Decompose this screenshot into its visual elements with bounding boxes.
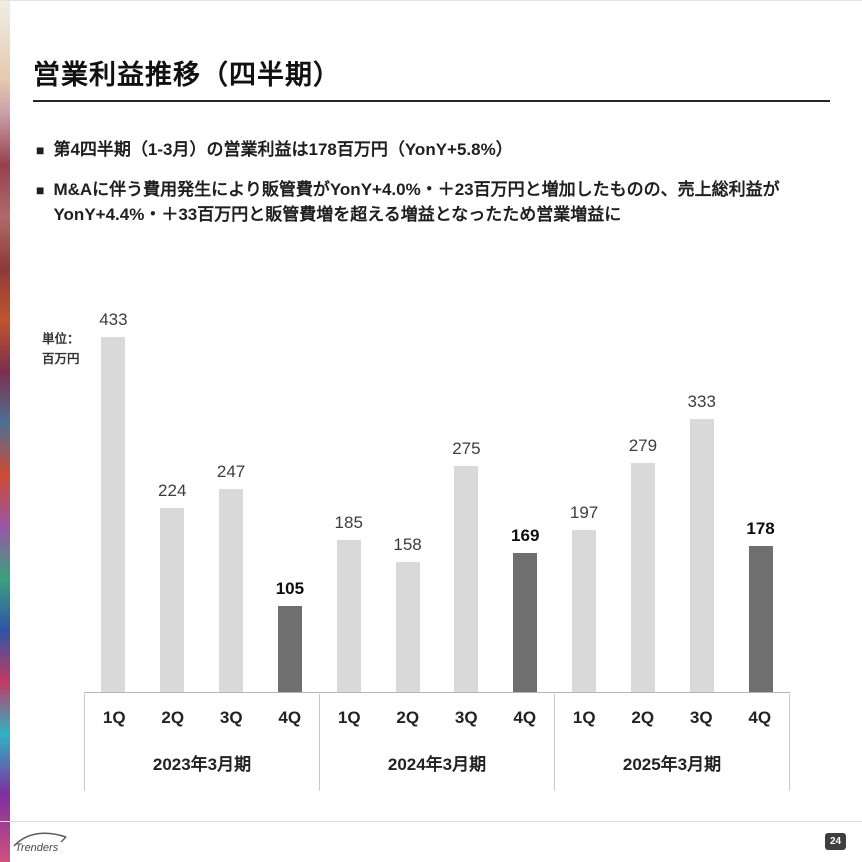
- bar-value-label: 333: [687, 392, 716, 411]
- bullet-item: ■ 第4四半期（1-3月）の営業利益は178百万円（YonY+5.8%）: [36, 137, 832, 162]
- trenders-logo: Trenders: [13, 832, 67, 854]
- bar-group: 197 279 333 178: [555, 283, 790, 692]
- bar-value-label: 169: [511, 526, 540, 545]
- bar: [160, 508, 185, 692]
- bar: [748, 546, 773, 692]
- bar-value-label: 158: [393, 535, 422, 554]
- bar: [630, 463, 655, 692]
- bar: [219, 489, 244, 692]
- chart-axis: 1Q 2Q 3Q 4Q 2023年3月期 1Q 2Q 3Q 4Q 2024年3月期 1Q 2Q 3Q 4Q…: [84, 694, 790, 791]
- bar-cell: 105: [260, 283, 319, 692]
- quarter-label: 3Q: [454, 708, 478, 727]
- year-label: 2024年3月期: [387, 755, 487, 774]
- bar-value-label: 279: [628, 436, 658, 455]
- year-label: 2025年3月期: [622, 755, 722, 774]
- bar-cell: 279: [613, 283, 672, 692]
- footer-divider: [0, 821, 862, 822]
- axis-quarter-row: 1Q 2Q 3Q 4Q: [555, 694, 789, 742]
- bar-cell: 169: [496, 283, 555, 692]
- bar: [689, 419, 714, 692]
- bar: [572, 530, 597, 692]
- quarter-label: 1Q: [572, 708, 596, 727]
- quarter-label: 4Q: [748, 708, 772, 727]
- axis-group: 1Q 2Q 3Q 4Q 2024年3月期: [320, 694, 555, 791]
- bar-value-label: 224: [158, 481, 187, 500]
- page-title: 営業利益推移（四半期）: [33, 60, 341, 90]
- quarter-label: 2Q: [631, 708, 655, 727]
- bar-value-label: 185: [334, 513, 363, 532]
- bullet-item: ■ M&Aに伴う費用発生により販管費がYonY+4.0%・＋23百万円と増加した…: [36, 177, 832, 227]
- bullet-marker-icon: ■: [36, 182, 45, 199]
- bar-value-label: 247: [216, 462, 246, 481]
- bar-cell: 275: [437, 283, 496, 692]
- quarter-label: 1Q: [337, 708, 361, 727]
- page-number-badge: 24: [825, 833, 846, 850]
- bullet-text: 第4四半期（1-3月）の営業利益は178百万円（YonY+5.8%）: [53, 140, 513, 159]
- bar: [395, 562, 420, 692]
- axis-quarter-row: 1Q 2Q 3Q 4Q: [320, 694, 554, 742]
- bar-value-label: 275: [452, 439, 481, 458]
- quarter-label: 3Q: [689, 708, 713, 727]
- bar-cell: 433: [84, 283, 143, 692]
- bar-group: 185 158 275 169: [319, 283, 554, 692]
- bar: [513, 553, 538, 692]
- quarter-label: 1Q: [102, 708, 126, 727]
- bar-cell: 247: [202, 283, 261, 692]
- bar-value-label: 433: [99, 310, 128, 329]
- bar-cell: 158: [378, 283, 437, 692]
- bullet-marker-icon: ■: [36, 142, 45, 158]
- chart-plot: 433 224 247 105 185 158 275 169 197 279 333 178: [84, 283, 790, 693]
- bar-cell: 224: [143, 283, 202, 692]
- quarter-label: 2Q: [161, 708, 185, 727]
- axis-group: 1Q 2Q 3Q 4Q 2025年3月期: [555, 694, 790, 791]
- bar-value-label: 178: [746, 519, 775, 538]
- bar-group: 433 224 247 105: [84, 283, 319, 692]
- bar-cell: 333: [672, 283, 731, 692]
- bar: [101, 337, 126, 692]
- trenders-logo-text: Trenders: [15, 842, 59, 854]
- decorative-left-strip: [0, 1, 10, 862]
- year-label: 2023年3月期: [152, 755, 252, 774]
- title-underline: [33, 100, 830, 102]
- axis-quarter-row: 1Q 2Q 3Q 4Q: [85, 694, 319, 742]
- bar-cell: 197: [555, 283, 614, 692]
- chart-unit-label: 単位： 百万円: [42, 332, 80, 366]
- bullet-list: ■ 第4四半期（1-3月）の営業利益は178百万円（YonY+5.8%） ■ M…: [36, 137, 832, 242]
- bar: [277, 606, 302, 692]
- quarter-label: 2Q: [396, 708, 420, 727]
- bar-value-label: 105: [275, 579, 305, 598]
- bar: [336, 540, 361, 692]
- bar-cell: 178: [731, 283, 790, 692]
- bullet-text: M&Aに伴う費用発生により販管費がYonY+4.0%・＋23百万円と増加したもの…: [53, 180, 780, 225]
- bar-value-label: 197: [569, 503, 599, 522]
- quarter-label: 4Q: [513, 708, 537, 727]
- quarter-label: 3Q: [219, 708, 243, 727]
- bar: [454, 466, 479, 692]
- bar-cell: 185: [319, 283, 378, 692]
- axis-group: 1Q 2Q 3Q 4Q 2023年3月期: [84, 694, 320, 791]
- quarter-label: 4Q: [278, 708, 302, 727]
